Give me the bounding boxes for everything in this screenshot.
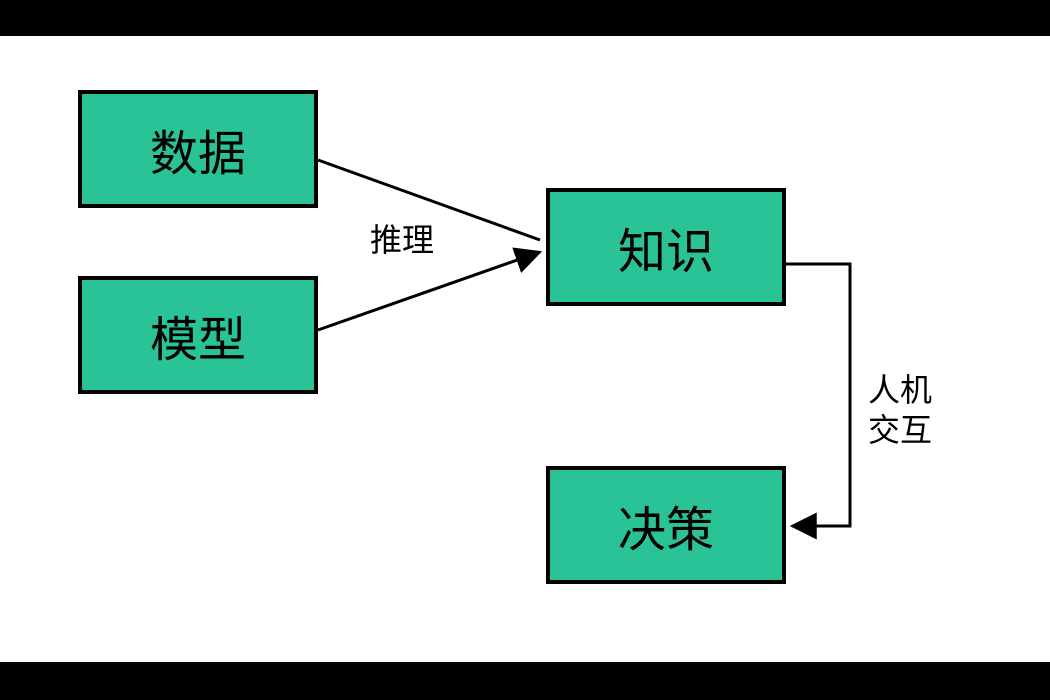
node-knowledge: 知识: [546, 188, 786, 306]
node-knowledge-label: 知识: [618, 212, 714, 282]
node-data: 数据: [78, 90, 318, 208]
edge-label-knowledge-to-decision: 人机 交互: [868, 370, 932, 450]
node-decision: 决策: [546, 466, 786, 584]
node-data-label: 数据: [150, 114, 246, 184]
node-decision-label: 决策: [618, 490, 714, 560]
edge-label-model-to-knowledge: 推理: [370, 220, 434, 260]
edge-knowledge-to-decision: [786, 264, 850, 526]
letterbox-top: [0, 0, 1050, 36]
node-model-label: 模型: [150, 300, 246, 370]
letterbox-bottom: [0, 662, 1050, 700]
node-model: 模型: [78, 276, 318, 394]
edge-model-to-knowledge: [318, 252, 540, 330]
